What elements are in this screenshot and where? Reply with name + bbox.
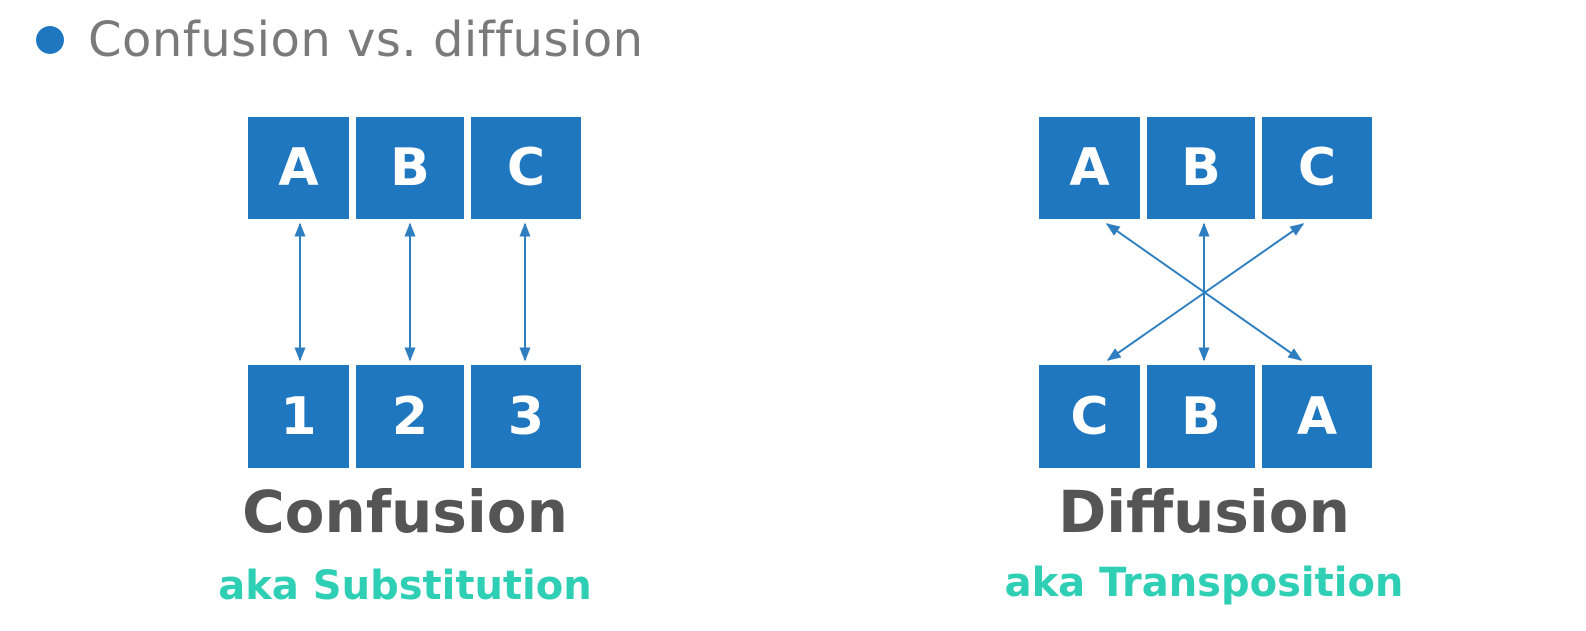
diffusion-top-box-2: B [1147, 117, 1255, 219]
diffusion-bottom-box-3: A [1262, 365, 1372, 468]
diffusion-bottom-box-1: C [1039, 365, 1140, 468]
confusion-top-box-3: C [471, 117, 581, 219]
diffusion-top-box-1: A [1039, 117, 1140, 219]
confusion-bottom-box-3: 3 [471, 365, 581, 468]
slide-bullet: Confusion vs. diffusion [36, 8, 644, 72]
diffusion-arrow-c [1106, 223, 1305, 361]
confusion-bottom-box-2: 2 [356, 365, 464, 468]
bullet-dot-icon [36, 26, 64, 54]
diffusion-bottom-box-2: B [1147, 365, 1255, 468]
diffusion-subtitle: aka Transposition [1004, 560, 1404, 606]
confusion-title: Confusion [242, 478, 568, 546]
confusion-bottom-box-1: 1 [248, 365, 349, 468]
confusion-top-box-1: A [248, 117, 349, 219]
confusion-top-box-2: B [356, 117, 464, 219]
slide-heading: Confusion vs. diffusion [88, 12, 644, 68]
confusion-subtitle: aka Substitution [218, 563, 592, 609]
diffusion-top-box-3: C [1262, 117, 1372, 219]
diffusion-title: Diffusion [1058, 478, 1350, 546]
